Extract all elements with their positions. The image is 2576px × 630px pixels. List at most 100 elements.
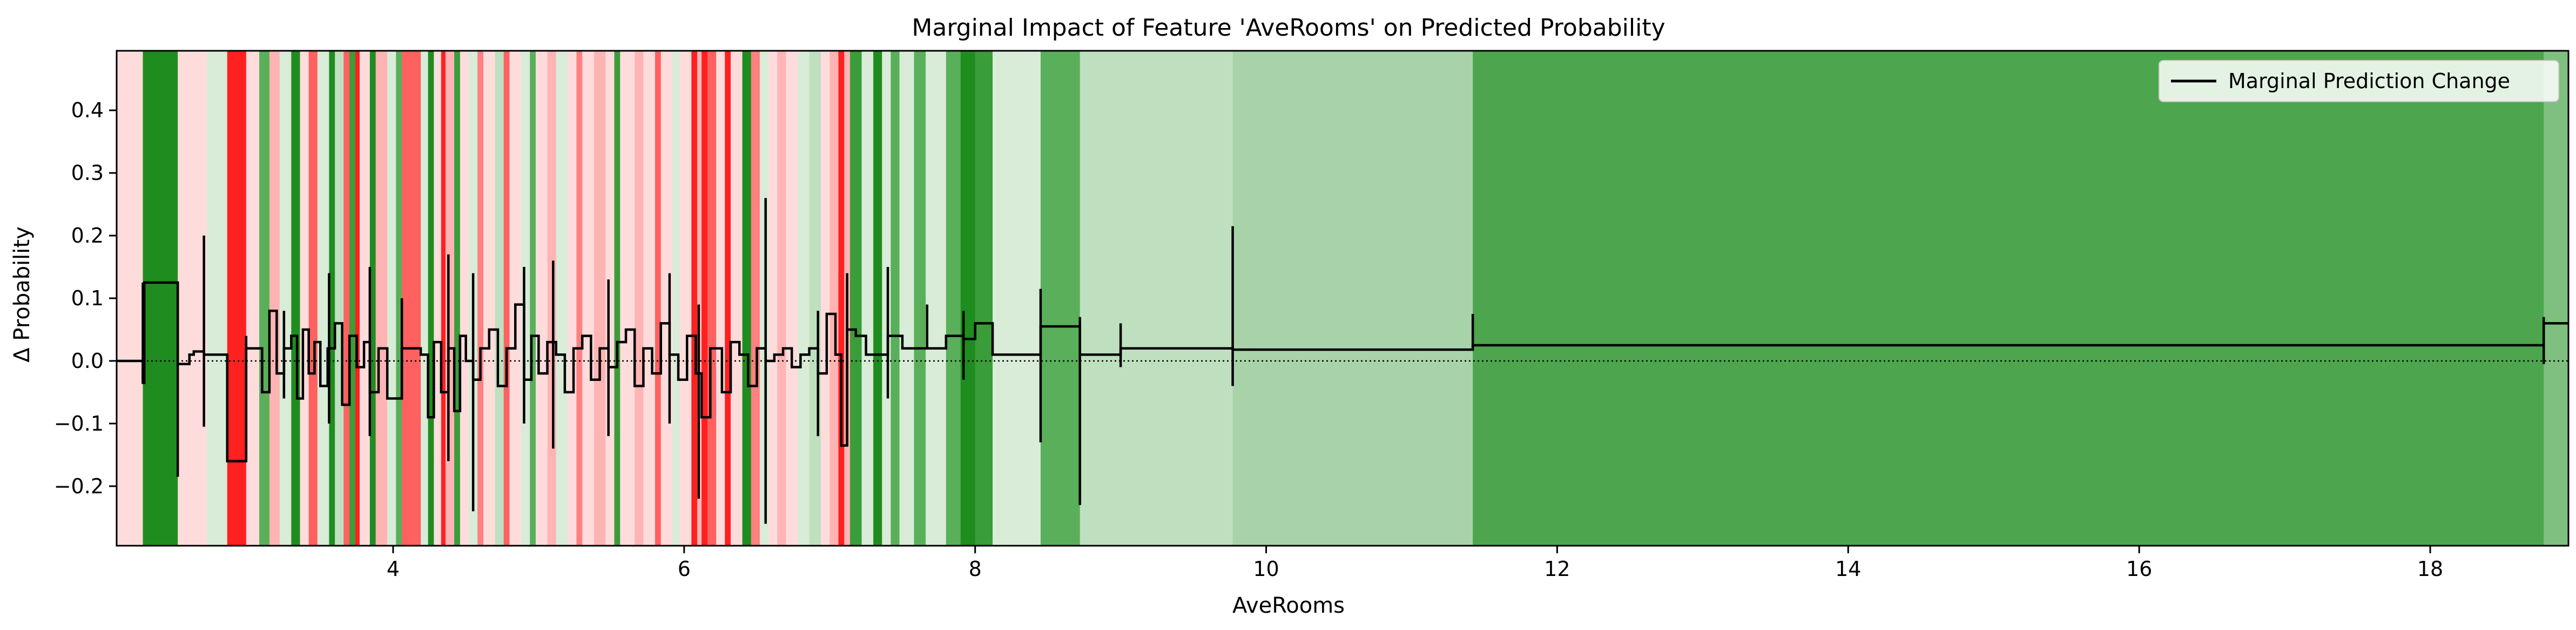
background-band-81 (926, 51, 947, 546)
background-band-56 (697, 51, 702, 546)
chart-title: Marginal Impact of Feature 'AveRooms' on… (912, 14, 1665, 42)
series-marginal-prediction-change (117, 198, 2568, 524)
background-band-27 (441, 51, 446, 546)
x-tick-label-5: 14 (1835, 557, 1861, 581)
y-tick-label-6: 0.4 (71, 98, 104, 122)
background-band-24 (421, 51, 429, 546)
background-band-71 (830, 51, 839, 546)
background-band-18 (359, 51, 370, 546)
background-band-16 (349, 51, 356, 546)
x-tick-label-0: 4 (387, 557, 400, 581)
background-band-52 (660, 51, 673, 546)
background-band-58 (707, 51, 717, 546)
y-tick-label-4: 0.2 (71, 224, 104, 247)
background-band-50 (643, 51, 656, 546)
background-band-72 (838, 51, 845, 546)
background-band-69 (809, 51, 821, 546)
x-tick-label-6: 16 (2126, 557, 2152, 581)
background-band-32 (477, 51, 484, 546)
background-band-49 (635, 51, 644, 546)
background-band-77 (882, 51, 892, 546)
background-band-26 (434, 51, 442, 546)
background-band-2 (178, 51, 207, 546)
background-band-79 (899, 51, 915, 546)
background-band-38 (530, 51, 536, 546)
background-band-28 (445, 51, 455, 546)
background-band-39 (535, 51, 548, 546)
background-band-45 (594, 51, 606, 546)
background-band-80 (914, 51, 926, 546)
background-band-84 (975, 51, 993, 546)
legend-box (2159, 60, 2559, 102)
background-band-29 (454, 51, 461, 546)
background-band-47 (614, 51, 621, 546)
legend-entry: Marginal Prediction Change (2228, 69, 2510, 93)
background-band-68 (797, 51, 810, 546)
background-band-0 (117, 51, 144, 546)
background-bands (117, 51, 2569, 546)
background-band-21 (387, 51, 396, 546)
background-band-43 (576, 51, 583, 546)
background-band-3 (207, 51, 228, 546)
background-band-15 (343, 51, 350, 546)
background-band-90 (1473, 51, 2544, 546)
x-tick-label-2: 8 (969, 557, 982, 581)
background-band-6 (259, 51, 270, 546)
background-band-17 (355, 51, 360, 546)
background-band-76 (873, 51, 882, 546)
background-band-67 (786, 51, 798, 546)
background-band-86 (1040, 51, 1081, 546)
background-band-13 (329, 51, 335, 546)
background-band-37 (521, 51, 530, 546)
background-band-48 (620, 51, 635, 546)
x-tick-label-4: 12 (1544, 557, 1570, 581)
background-band-1 (143, 51, 178, 546)
background-band-22 (396, 51, 402, 546)
background-band-20 (375, 51, 388, 546)
background-band-12 (317, 51, 329, 546)
background-band-53 (672, 51, 680, 546)
background-band-83 (960, 51, 976, 546)
background-band-70 (821, 51, 830, 546)
background-band-34 (495, 51, 504, 546)
background-band-23 (402, 51, 421, 546)
x-tick-label-1: 6 (678, 557, 691, 581)
y-tick-label-3: 0.1 (71, 286, 104, 310)
x-axis-label: AveRooms (1232, 593, 1345, 618)
background-band-14 (335, 51, 344, 546)
y-tick-label-0: −0.2 (54, 474, 104, 498)
background-band-11 (308, 51, 318, 546)
x-axis-ticks: 4 6 8 10 12 14 16 18 (387, 546, 2443, 581)
background-band-66 (777, 51, 787, 546)
background-band-51 (655, 51, 662, 546)
background-band-59 (716, 51, 725, 546)
background-band-9 (291, 51, 301, 546)
y-tick-label-5: 0.3 (71, 161, 104, 185)
background-band-64 (759, 51, 769, 546)
background-band-85 (993, 51, 1041, 546)
y-axis-label: Δ Probability (10, 226, 35, 363)
background-band-25 (428, 51, 434, 546)
background-band-54 (679, 51, 692, 546)
background-band-78 (891, 51, 900, 546)
background-band-65 (768, 51, 778, 546)
background-band-75 (861, 51, 874, 546)
x-tick-label-3: 10 (1253, 557, 1279, 581)
background-band-61 (731, 51, 743, 546)
background-band-33 (483, 51, 496, 546)
background-band-57 (702, 51, 708, 546)
background-band-42 (568, 51, 577, 546)
y-tick-label-2: 0.0 (71, 349, 104, 373)
background-band-63 (751, 51, 760, 546)
background-band-19 (369, 51, 376, 546)
background-band-8 (279, 51, 292, 546)
background-band-62 (742, 51, 752, 546)
background-band-46 (605, 51, 615, 546)
background-band-87 (1080, 51, 1121, 546)
background-band-74 (849, 51, 862, 546)
background-band-91 (2544, 51, 2569, 546)
background-band-89 (1232, 51, 1473, 546)
background-band-82 (946, 51, 961, 546)
background-band-7 (269, 51, 280, 546)
